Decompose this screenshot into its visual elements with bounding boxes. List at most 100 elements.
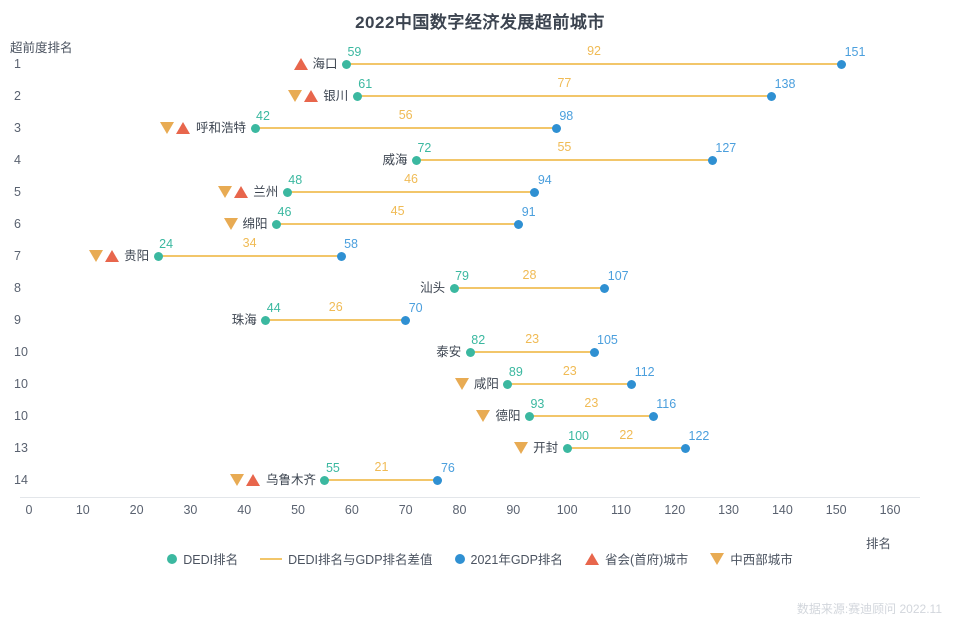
dedi-rank-dot[interactable]: [250, 123, 260, 133]
rank-difference-connector: [324, 479, 438, 481]
gdp-rank-value: 122: [688, 429, 710, 443]
legend-item-rank-difference[interactable]: DEDI排名与GDP排名差值: [260, 549, 433, 568]
dedi-rank-value: 72: [417, 141, 432, 155]
y-tick-label: 9: [14, 313, 21, 327]
gdp-rank-dot[interactable]: [401, 315, 411, 325]
y-tick-label: 1: [14, 57, 21, 71]
rank-difference-connector: [470, 351, 595, 353]
dedi-rank-value: 42: [256, 109, 270, 123]
legend-item-midwest-city[interactable]: 中西部城市: [710, 549, 793, 568]
city-type-markers: [229, 464, 261, 496]
triangle-down-icon: [454, 377, 469, 390]
gdp-rank-dot[interactable]: [707, 155, 717, 165]
dedi-rank-value: 44: [266, 301, 281, 315]
dedi-rank-dot[interactable]: [282, 187, 292, 197]
city-type-markers: [287, 80, 319, 112]
x-tick-label: 20: [129, 503, 144, 517]
triangle-down-icon: [160, 121, 175, 134]
y-tick-label: 13: [14, 441, 28, 455]
rank-difference-connector: [255, 127, 557, 129]
rank-difference-value: 23: [525, 332, 540, 346]
gdp-rank-dot[interactable]: [514, 219, 524, 229]
rank-difference-value: 22: [619, 428, 634, 442]
dedi-rank-dot[interactable]: [341, 59, 351, 69]
city-label: 银川: [323, 89, 349, 103]
chart-row: 13 开封 100 22 122: [0, 428, 960, 464]
dedi-rank-dot[interactable]: [320, 475, 330, 485]
gdp-rank-dot[interactable]: [767, 91, 777, 101]
gdp-rank-dot[interactable]: [551, 123, 561, 133]
x-tick-label: 130: [718, 503, 739, 517]
dedi-rank-dot[interactable]: [562, 443, 572, 453]
gdp-rank-dot[interactable]: [648, 411, 658, 421]
chart-row: 10 泰安 82 23 105: [0, 332, 960, 368]
dedi-rank-dot[interactable]: [411, 155, 421, 165]
dedi-rank-dot[interactable]: [272, 219, 282, 229]
legend-item-provincial-capital[interactable]: 省会(首府)城市: [584, 549, 689, 568]
x-tick-label: 160: [879, 503, 901, 517]
dedi-rank-dot[interactable]: [153, 251, 163, 261]
line-icon: [260, 557, 283, 560]
city-label: 泰安: [436, 345, 462, 359]
y-tick-label: 8: [14, 281, 21, 295]
rank-difference-value: 34: [242, 236, 257, 250]
circle-icon: [167, 553, 178, 564]
y-tick-label: 14: [14, 473, 28, 487]
chart-row: 3 呼和浩特 42 56 98: [0, 108, 960, 144]
chart-row: 9 珠海 44 26 70: [0, 300, 960, 336]
triangle-up-icon: [293, 57, 308, 70]
gdp-rank-dot[interactable]: [600, 283, 610, 293]
x-tick-label: 70: [398, 503, 413, 517]
legend-item-gdp-rank-2021[interactable]: 2021年GDP排名: [454, 549, 563, 568]
dedi-rank-dot[interactable]: [524, 411, 534, 421]
dedi-rank-dot[interactable]: [503, 379, 513, 389]
gdp-rank-dot[interactable]: [433, 475, 443, 485]
rank-difference-value: 46: [404, 172, 419, 186]
x-tick-label: 40: [237, 503, 252, 517]
triangle-down-icon: [223, 217, 238, 230]
gdp-rank-value: 116: [656, 397, 677, 411]
gdp-rank-dot[interactable]: [530, 187, 540, 197]
dedi-rank-dot[interactable]: [352, 91, 362, 101]
y-tick-label: 5: [14, 185, 21, 199]
gdp-rank-value: 112: [634, 365, 655, 379]
city-type-markers: [454, 368, 470, 400]
page-title: 2022中国数字经济发展超前城市: [355, 13, 605, 32]
gdp-rank-value: 107: [607, 269, 629, 283]
legend-label: 省会(首府)城市: [604, 553, 689, 567]
rank-difference-value: 28: [522, 268, 537, 282]
gdp-rank-dot[interactable]: [589, 347, 599, 357]
dedi-rank-value: 46: [277, 205, 292, 219]
rank-difference-value: 56: [398, 108, 413, 122]
gdp-rank-dot[interactable]: [336, 251, 346, 261]
x-tick-label: 0: [25, 503, 33, 517]
gdp-rank-dot[interactable]: [837, 59, 847, 69]
gdp-rank-dot[interactable]: [627, 379, 637, 389]
chart-row: 14 乌鲁木齐 55 21 76: [0, 460, 960, 496]
dedi-rank-value: 48: [288, 173, 303, 187]
rank-difference-value: 45: [390, 204, 405, 218]
x-tick-label: 10: [75, 503, 90, 517]
triangle-down-icon: [288, 89, 303, 102]
dedi-rank-dot[interactable]: [465, 347, 475, 357]
triangle-up-icon: [176, 121, 191, 134]
triangle-down-icon: [476, 409, 491, 422]
city-type-markers: [513, 432, 529, 464]
rank-difference-connector: [507, 383, 632, 385]
triangle-down-icon: [514, 441, 529, 454]
gdp-rank-dot[interactable]: [681, 443, 690, 453]
y-tick-label: 3: [14, 121, 21, 135]
y-tick-label: 6: [14, 217, 21, 231]
dedi-rank-value: 24: [159, 237, 174, 251]
dedi-rank-dot[interactable]: [261, 315, 271, 325]
chart-row: 10 德阳 93 23 116: [0, 396, 960, 432]
x-tick-label: 50: [291, 503, 306, 517]
rank-difference-value: 23: [584, 396, 599, 410]
city-label: 绵阳: [242, 217, 268, 231]
plot-area: 1 海口 59 92 151 2 银川 61 77 138 3 呼和浩特 42 56 98 4 威海 72 55 12…: [0, 44, 960, 496]
city-label: 兰州: [253, 185, 279, 199]
rank-difference-value: 77: [557, 76, 572, 90]
dedi-rank-dot[interactable]: [449, 283, 459, 293]
rank-difference-connector: [287, 191, 535, 193]
legend-item-dedi-rank[interactable]: DEDI排名: [167, 549, 238, 568]
